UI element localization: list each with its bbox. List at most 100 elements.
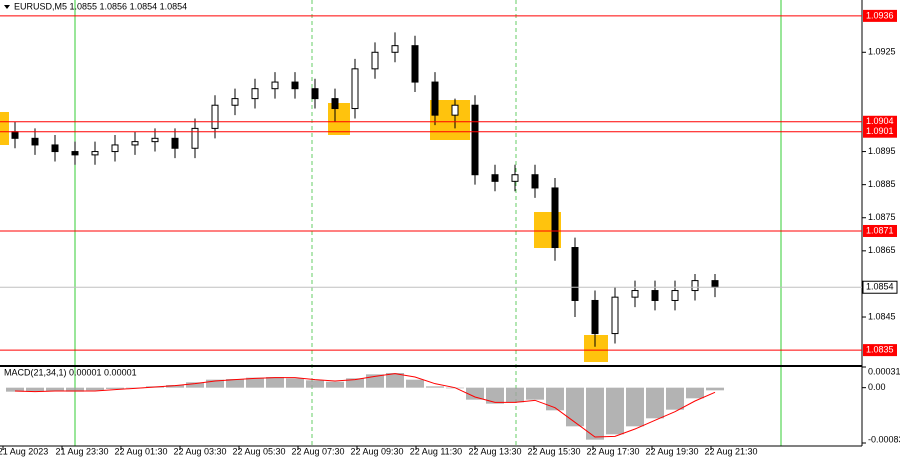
level-label: 1.0835 <box>866 344 894 354</box>
x-tick-label: 22 Aug 19:30 <box>645 446 698 456</box>
macd-bar <box>186 382 204 388</box>
signal-box <box>328 103 350 135</box>
macd-bar <box>6 387 24 392</box>
macd-bar <box>626 387 644 427</box>
chart-title: EURUSD,M5 1.0855 1.0856 1.0854 1.0854 <box>14 1 187 11</box>
candle-body <box>151 137 159 143</box>
macd-bar <box>486 387 504 404</box>
y-tick-label: 1.0895 <box>868 146 896 156</box>
candle-body <box>111 144 119 153</box>
candle-body <box>671 290 679 301</box>
candle-body <box>91 151 99 156</box>
macd-bar <box>686 387 704 399</box>
candle-body <box>691 280 699 292</box>
candle-body <box>431 81 439 116</box>
y-tick-label: 1.0885 <box>868 179 896 189</box>
candle-body <box>471 104 479 176</box>
candle-body <box>171 137 179 149</box>
macd-bar <box>566 387 584 427</box>
candle-body <box>131 141 139 146</box>
macd-bar <box>106 387 124 389</box>
candle-body <box>51 144 59 153</box>
macd-bar <box>286 378 304 388</box>
macd-bar <box>586 387 604 440</box>
candle-body <box>11 131 19 139</box>
macd-bar <box>246 377 264 388</box>
macd-bar <box>386 373 404 388</box>
signal-box <box>0 112 9 145</box>
candle-body <box>231 98 239 106</box>
x-tick-label: 22 Aug 05:30 <box>232 446 285 456</box>
candle-body <box>711 280 719 288</box>
y-tick-label: -0.00083 <box>868 434 900 444</box>
macd-bar <box>26 387 44 392</box>
candle-body <box>511 174 519 182</box>
candle-body <box>551 187 559 249</box>
candle-body <box>31 137 39 146</box>
macd-bar <box>226 379 244 388</box>
macd-signal <box>14 373 716 438</box>
macd-bar <box>646 387 664 419</box>
candle-body <box>591 299 599 335</box>
macd-bar <box>86 387 104 391</box>
signal-box <box>584 335 608 362</box>
level-label-box <box>863 9 897 22</box>
macd-bar <box>426 386 444 388</box>
candle-body <box>251 88 259 100</box>
candle-body <box>651 290 659 301</box>
current-price-box <box>862 280 898 294</box>
y-tick-label: 0.00031 <box>868 366 900 376</box>
x-tick-label: 22 Aug 15:30 <box>527 446 580 456</box>
y-tick-label: 0.00 <box>868 382 886 392</box>
macd-bar <box>546 387 564 411</box>
current-price-label: 1.0854 <box>866 282 894 292</box>
x-tick-label: 21 Aug 2023 <box>0 446 48 456</box>
candle-body <box>331 98 339 110</box>
candle-body <box>531 174 539 189</box>
macd-bar <box>326 381 344 388</box>
macd-bar <box>606 387 624 435</box>
candle-body <box>371 51 379 70</box>
indicator-title: MACD(21,34,1) 0.00001 0.00001 <box>4 367 137 377</box>
macd-bar <box>46 387 64 391</box>
candle-body <box>291 81 299 90</box>
candle-body <box>611 296 619 335</box>
y-tick-label: 1.0875 <box>868 212 896 222</box>
candle-body <box>191 127 199 149</box>
macd-bar <box>206 379 224 388</box>
menu-arrow <box>4 5 10 9</box>
level-label-box <box>863 344 897 357</box>
macd-bar <box>306 380 324 388</box>
candle-body <box>271 81 279 90</box>
level-label-box <box>863 125 897 138</box>
macd-bar <box>266 377 284 388</box>
candle-body <box>411 45 419 83</box>
candle-body <box>71 151 79 156</box>
candle-body <box>391 45 399 53</box>
level-label: 1.0901 <box>866 126 894 136</box>
plot <box>6 32 724 440</box>
macd-bar <box>506 387 524 403</box>
macd-bar <box>166 385 184 388</box>
candle-body <box>351 68 359 110</box>
macd-bar <box>346 378 364 388</box>
x-tick-label: 22 Aug 09:30 <box>350 446 403 456</box>
macd-bar <box>526 387 544 400</box>
x-tick-label: 22 Aug 13:30 <box>468 446 521 456</box>
x-tick-label: 22 Aug 03:30 <box>173 446 226 456</box>
x-tick-label: 22 Aug 07:30 <box>291 446 344 456</box>
x-tick-label: 22 Aug 11:30 <box>410 446 462 456</box>
macd-bar <box>706 387 724 391</box>
level-label: 1.0871 <box>866 225 894 235</box>
level-label: 1.0936 <box>866 10 894 20</box>
y-tick-label: 1.0865 <box>868 245 896 255</box>
candle-body <box>211 104 219 129</box>
macd-bar <box>366 374 384 388</box>
candle-body <box>631 290 639 298</box>
x-tick-label: 22 Aug 21:30 <box>704 446 757 456</box>
candle-body <box>311 88 319 100</box>
macd-bar <box>406 379 424 388</box>
y-tick-label: 1.0845 <box>868 311 896 321</box>
